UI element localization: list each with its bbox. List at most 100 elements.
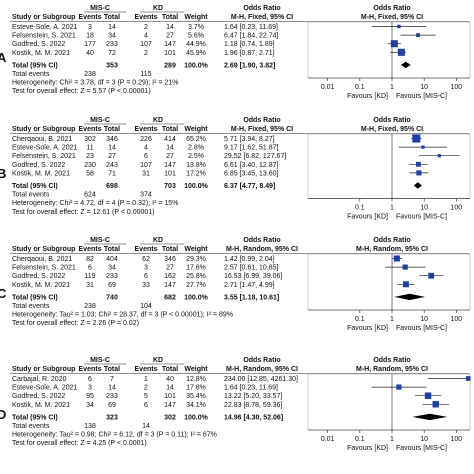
total2-value: 682 — [164, 294, 176, 301]
forest-panel-b: B MIS-C KD Odds Ratio Odds Ratio Study or Sub… — [0, 117, 471, 221]
events1-value: 6 — [88, 376, 92, 383]
ci-value: 1.64 [0.23, 11.69] — [224, 385, 278, 392]
x-tick-label: 1 — [390, 84, 394, 91]
favours-left-label: Favours [KD] — [347, 445, 388, 452]
total2-value: 703 — [164, 183, 176, 190]
study-name: Esteve-Sole, A. 2021 — [12, 24, 77, 31]
x-tick-label: 100 — [451, 316, 463, 323]
study-marker — [390, 40, 398, 48]
x-tick-label: 0.1 — [355, 316, 365, 323]
study-name: Godfred, S. 2022 — [12, 41, 65, 48]
total1-value: 14 — [108, 385, 116, 392]
panel-letter: C — [0, 286, 7, 301]
overall-effect-text: Test for overall effect: Z = 4.25 (P < 0… — [12, 440, 147, 447]
overall-effect-text: Test for overall effect: Z = 5.57 (P < 0… — [12, 88, 151, 95]
plot-frame — [307, 21, 471, 79]
events2-value: 3 — [144, 265, 148, 272]
favours-left-label: Favours [KD] — [347, 93, 388, 100]
total2-value: 414 — [164, 136, 176, 143]
study-name: Felsenstein, S. 2021 — [12, 153, 76, 160]
events2-value: 4 — [144, 145, 148, 152]
total1-col-header: Total — [104, 246, 120, 253]
total-events1: 238 — [84, 71, 96, 78]
study-marker — [416, 33, 420, 37]
pooled-estimate-diamond — [400, 61, 411, 69]
total2-value: 147 — [164, 162, 176, 169]
study-marker — [412, 134, 421, 143]
study-marker — [393, 255, 400, 262]
study-marker — [428, 272, 435, 279]
pooled-estimate-diamond — [412, 413, 448, 421]
group1-header: MIS-C — [90, 117, 110, 124]
total1-value: 243 — [106, 162, 118, 169]
total1-value: 346 — [106, 136, 118, 143]
total-events2: 104 — [140, 303, 152, 310]
pooled-estimate-diamond — [394, 293, 426, 301]
ci-col-header: M-H, Fixed, 95% CI — [231, 14, 293, 21]
odds-ratio-header: Odds Ratio — [243, 5, 280, 12]
study-marker — [421, 145, 425, 149]
events2-value: 5 — [144, 393, 148, 400]
panel-letter: D — [0, 407, 6, 422]
events1-value: 18 — [86, 33, 94, 40]
total-events-label: Total events — [12, 192, 50, 199]
weight-col-header: Weight — [184, 246, 208, 253]
study-name: Kostik, M. M. 2021 — [12, 402, 70, 409]
total-weight: 100.0% — [184, 294, 209, 301]
forest-panel-a: A MIS-C KD Odds Ratio Odds Ratio Study or Sub… — [0, 5, 471, 100]
ci-value: 16.53 [6.99, 39.06] — [224, 273, 282, 280]
study-name: Felsenstein, S. 2021 — [12, 33, 76, 40]
total2-value: 147 — [164, 282, 176, 289]
total1-value: 233 — [106, 393, 118, 400]
group2-header: KD — [153, 117, 163, 124]
study-col-header: Study or Subgroup — [12, 126, 75, 133]
total2-value: 14 — [166, 385, 174, 392]
events1-value: 6 — [88, 265, 92, 272]
total1-value: 69 — [108, 402, 116, 409]
plot-col-header: M-H, Fixed, 95% CI — [361, 126, 423, 133]
total2-value: 147 — [164, 402, 176, 409]
total1-value: 69 — [108, 282, 116, 289]
events1-value: 302 — [84, 136, 96, 143]
total-ci: 3.55 [1.18, 10.61] — [224, 294, 279, 301]
events1-value: 23 — [86, 153, 94, 160]
events2-value: 1 — [144, 376, 148, 383]
events2-value: 2 — [144, 385, 148, 392]
events1-value: 177 — [84, 41, 96, 48]
events1-value: 82 — [86, 256, 94, 263]
events2-value: 6 — [144, 153, 148, 160]
total2-col-header: Total — [162, 246, 178, 253]
events2-col-header: Events — [135, 14, 158, 21]
odds-ratio-plot-header: Odds Ratio — [373, 5, 410, 12]
favours-right-label: Favours [MIS-C] — [396, 214, 447, 221]
total-events1: 624 — [84, 192, 96, 199]
total2-value: 302 — [164, 414, 176, 421]
total-weight: 100.0% — [184, 62, 209, 69]
total1-value: 71 — [108, 170, 116, 177]
total-label: Total (95% CI) — [12, 294, 58, 301]
total-label: Total (95% CI) — [12, 414, 58, 421]
x-tick-label: 100 — [451, 205, 463, 212]
ci-value: 22.83 [8.78, 59.36] — [224, 402, 282, 409]
x-tick-label: 10 — [420, 84, 428, 91]
weight-value: 13.8% — [186, 162, 206, 169]
ci-value: 1.18 [0.74, 1.89] — [224, 41, 275, 48]
total1-col-header: Total — [104, 126, 120, 133]
study-marker — [416, 170, 422, 176]
study-marker — [432, 401, 439, 408]
weight-value: 17.2% — [186, 170, 206, 177]
events2-value: 4 — [144, 33, 148, 40]
total1-value: 14 — [108, 24, 116, 31]
panel-letter: A — [0, 50, 7, 65]
total1-value: 233 — [106, 41, 118, 48]
overall-effect-text: Test for overall effect: Z = 12.61 (P < … — [12, 209, 155, 216]
weight-value: 3.7% — [188, 24, 204, 31]
events1-value: 40 — [86, 50, 94, 57]
favours-left-label: Favours [KD] — [347, 214, 388, 221]
study-name: Carbajal, R. 2020 — [12, 376, 67, 383]
total2-col-header: Total — [162, 14, 178, 21]
events2-col-header: Events — [135, 126, 158, 133]
odds-ratio-header: Odds Ratio — [243, 357, 280, 364]
total2-value: 346 — [164, 256, 176, 263]
